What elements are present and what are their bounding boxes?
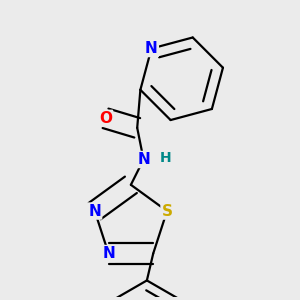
Text: N: N bbox=[88, 204, 101, 219]
Text: H: H bbox=[160, 151, 172, 165]
Text: N: N bbox=[102, 246, 115, 261]
Text: N: N bbox=[137, 152, 150, 167]
Text: N: N bbox=[145, 41, 158, 56]
Text: O: O bbox=[99, 111, 112, 126]
Text: S: S bbox=[161, 204, 172, 219]
